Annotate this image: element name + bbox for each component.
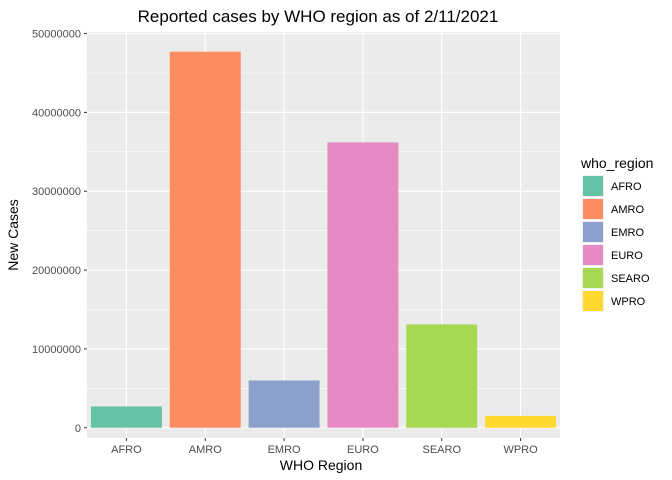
legend-swatch-afro xyxy=(583,176,603,196)
x-tick-label: WPRO xyxy=(503,444,538,456)
bar-amro xyxy=(169,51,241,428)
legend-label: EMRO xyxy=(611,227,644,239)
x-axis: AFRO AMRO EMRO EURO SEARO WPRO xyxy=(111,438,538,456)
y-tick-label: 20000000 xyxy=(32,265,81,277)
legend-label: EURO xyxy=(611,250,643,262)
y-axis: 0 10000000 20000000 30000000 40000000 5000000… xyxy=(32,29,87,435)
y-tick-label: 30000000 xyxy=(32,186,81,198)
y-tick-label: 10000000 xyxy=(32,344,81,356)
x-tick-label: AMRO xyxy=(189,444,222,456)
legend-title: who_region xyxy=(580,155,653,171)
chart-title: Reported cases by WHO region as of 2/11/… xyxy=(138,7,499,26)
legend: who_region AFRO AMRO EMRO EURO SEARO WPRO xyxy=(580,155,653,312)
y-tick-label: 40000000 xyxy=(32,107,81,119)
x-tick-label: EURO xyxy=(347,444,379,456)
legend-label: AFRO xyxy=(611,181,642,193)
x-axis-title: WHO Region xyxy=(280,457,362,473)
y-tick-label: 50000000 xyxy=(32,29,81,41)
bar-wpro xyxy=(485,415,557,428)
plot-panel xyxy=(87,32,560,438)
y-tick-label: 0 xyxy=(75,423,81,435)
x-tick-label: EMRO xyxy=(268,444,301,456)
bar-afro xyxy=(90,406,162,428)
bar-searo xyxy=(406,324,478,428)
legend-label: SEARO xyxy=(611,273,650,285)
legend-swatch-wpro xyxy=(583,291,603,311)
x-tick-label: AFRO xyxy=(111,444,142,456)
legend-swatch-euro xyxy=(583,245,603,265)
x-tick-label: SEARO xyxy=(422,444,461,456)
bar-euro xyxy=(327,142,399,428)
y-axis-title: New Cases xyxy=(5,199,21,271)
legend-label: AMRO xyxy=(611,204,644,216)
bar-emro xyxy=(248,380,320,428)
legend-swatch-amro xyxy=(583,199,603,219)
legend-swatch-emro xyxy=(583,222,603,242)
legend-label: WPRO xyxy=(611,296,646,308)
legend-swatch-searo xyxy=(583,268,603,288)
bars xyxy=(90,51,557,428)
